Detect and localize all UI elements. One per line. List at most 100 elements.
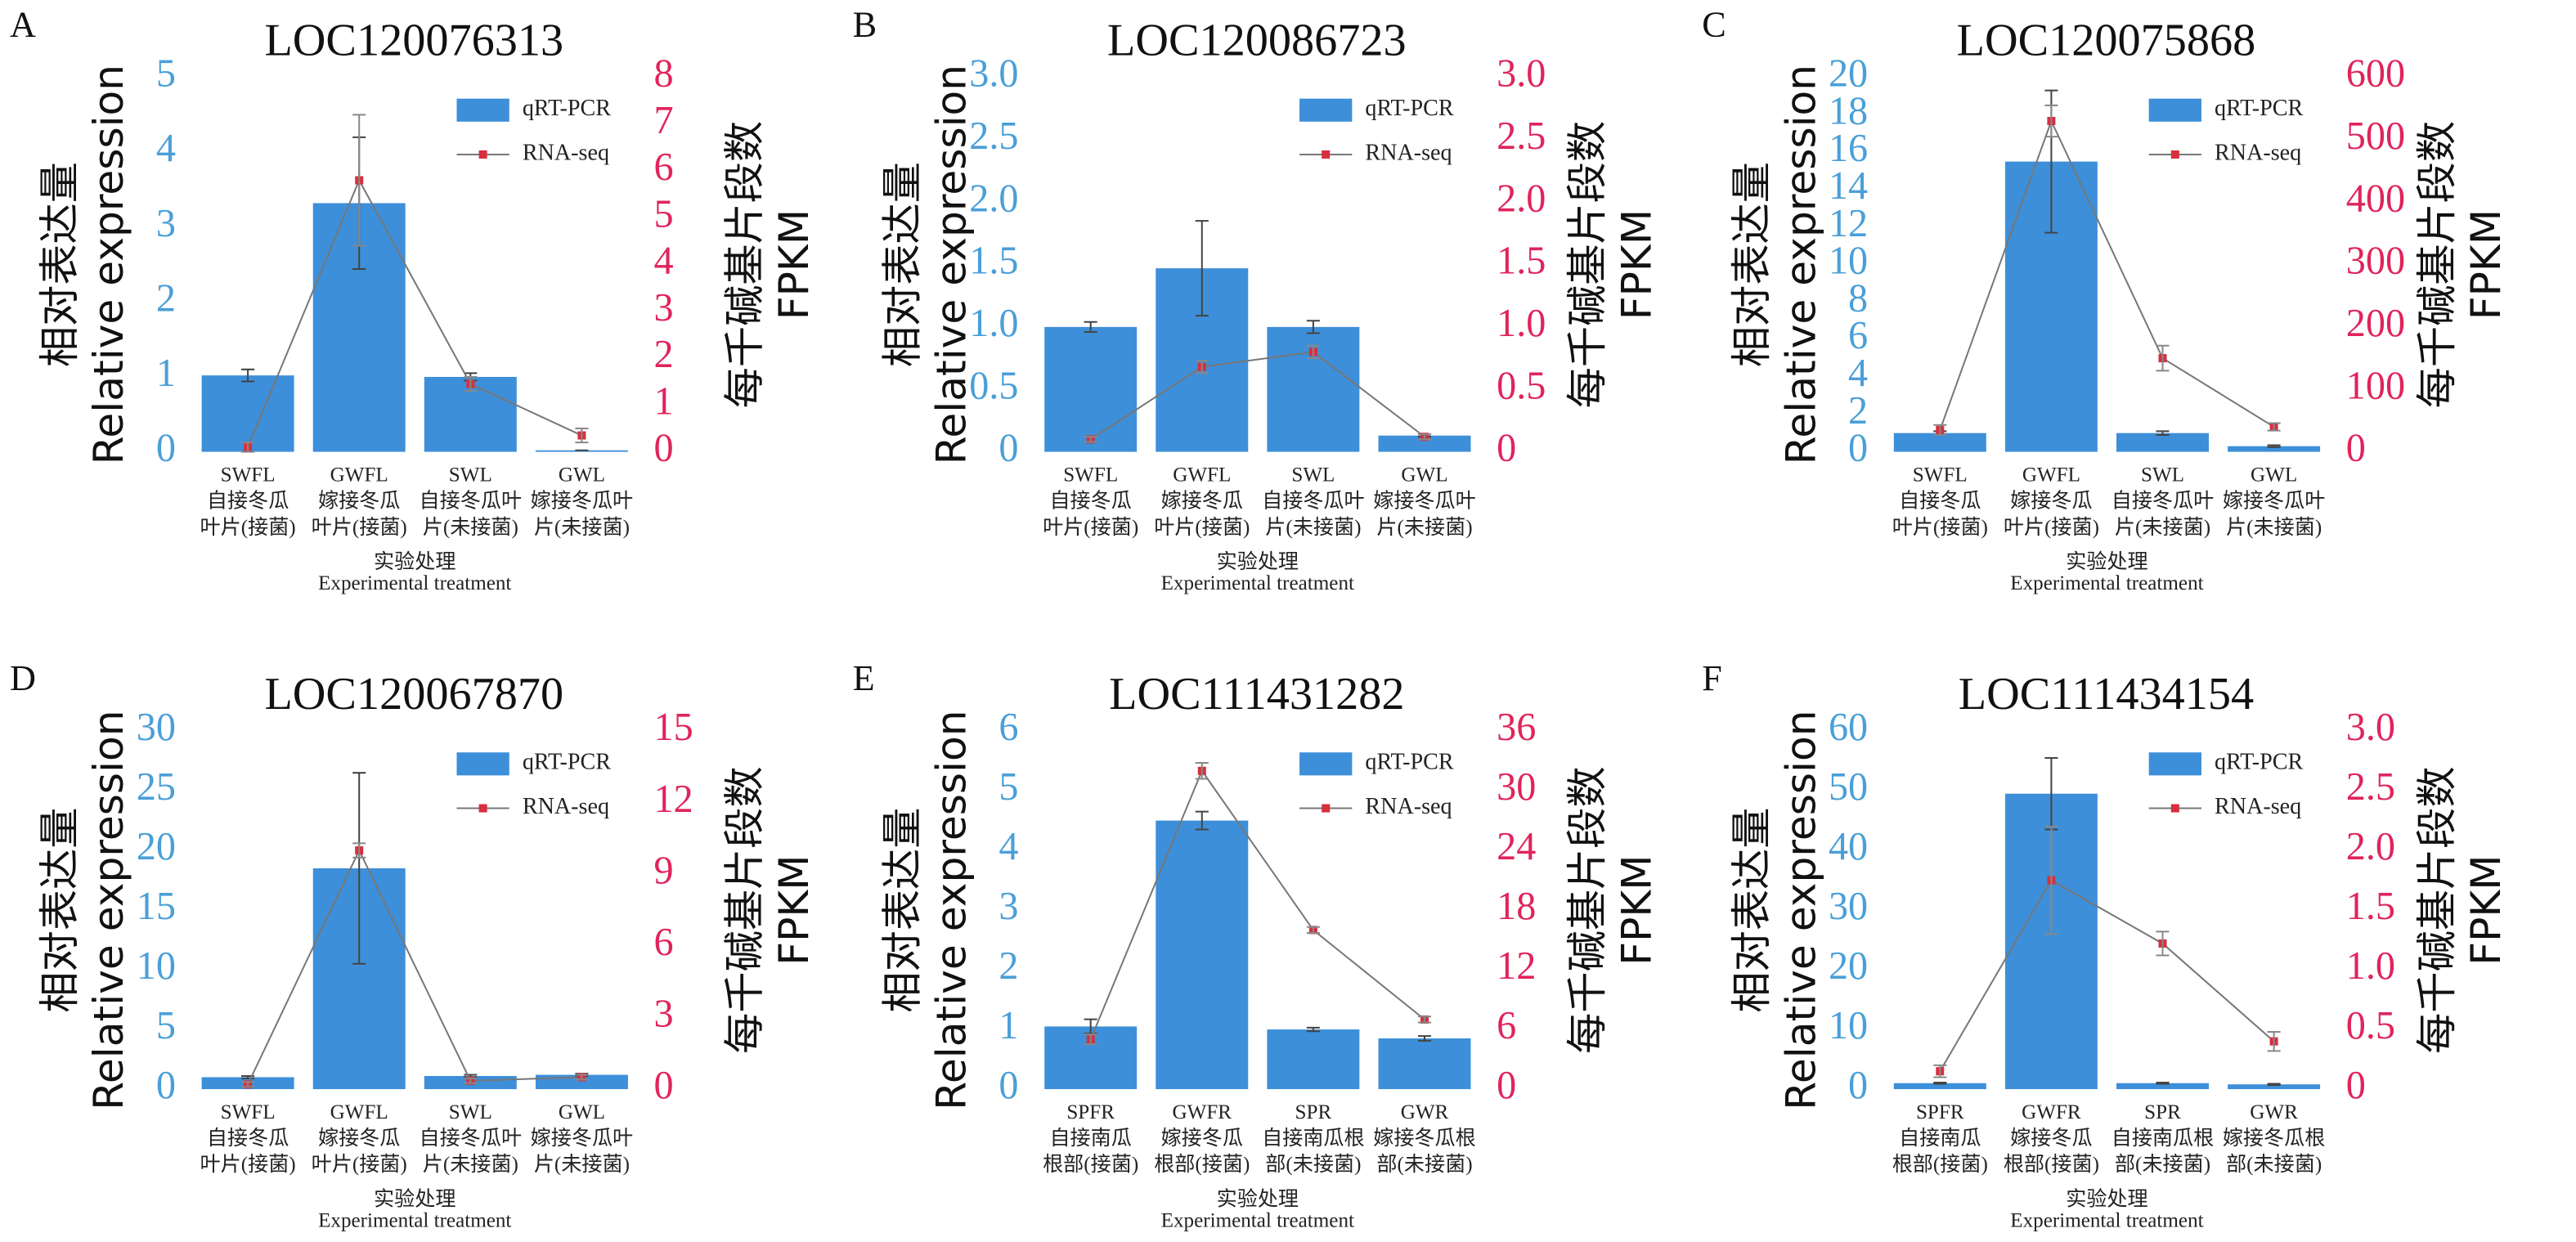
error-bar <box>464 1077 478 1084</box>
y2-tick-label: 6 <box>654 146 674 189</box>
x-tick-label: GWL <box>2251 464 2297 486</box>
x-tick-label: GWFL <box>330 464 388 486</box>
x-tick-label: 片(未接菌) <box>423 1153 518 1176</box>
x-axis-label: Experimental treatment <box>2010 1210 2203 1232</box>
legend-swatch <box>456 98 509 122</box>
error-bar <box>575 1074 589 1081</box>
x-tick-label: 嫁接冬瓜 <box>318 490 400 513</box>
y2-axis-label: 每千碱基片段数 <box>1563 121 1611 409</box>
chart-title: LOC120067870 <box>264 669 563 720</box>
x-tick-label: 自接南瓜根 <box>1262 1127 1365 1150</box>
error-bar <box>1306 320 1320 334</box>
y-tick-label: 40 <box>1829 825 1868 868</box>
legend-label: qRT-PCR <box>523 750 611 775</box>
y2-tick-label: 400 <box>2346 177 2405 220</box>
y2-tick-label: 0 <box>1497 427 1516 470</box>
legend-swatch <box>456 752 509 776</box>
y2-tick-label: 0.5 <box>1497 364 1546 407</box>
x-tick-label: 片(未接菌) <box>2115 516 2210 539</box>
y-tick-label: 20 <box>1829 944 1868 988</box>
error-bar <box>2267 444 2281 448</box>
bar <box>1156 820 1249 1090</box>
y-axis-label: Relative expression <box>1776 710 1824 1110</box>
y-tick-label: 4 <box>999 825 1018 868</box>
error-bar <box>1933 1064 1947 1078</box>
x-tick-label: 片(未接菌) <box>2226 516 2322 539</box>
y-tick-label: 10 <box>1829 1004 1868 1047</box>
x-tick-label: 根部(接菌) <box>1154 1153 1250 1176</box>
x-axis-label: 实验处理 <box>2066 1187 2147 1210</box>
legend-marker <box>2170 150 2179 159</box>
y2-tick-label: 0 <box>2346 1064 2366 1107</box>
legend-label: qRT-PCR <box>2215 750 2303 775</box>
x-tick-label: GWFR <box>2022 1101 2081 1123</box>
error-bar <box>1195 220 1209 317</box>
x-tick-label: 嫁接冬瓜 <box>2010 490 2092 513</box>
y-tick-label: 2 <box>1848 389 1868 433</box>
x-tick-label: 根部(接菌) <box>1043 1153 1138 1176</box>
y-tick-label: 2 <box>156 276 176 320</box>
bar <box>2228 1084 2321 1090</box>
legend-label: qRT-PCR <box>1365 96 1453 121</box>
y2-axis-label: FPKM <box>1612 854 1660 965</box>
x-tick-label: 叶片(接菌) <box>2004 516 2099 539</box>
y-axis-label: 相对表达量 <box>877 808 926 1013</box>
chart-title: LOC111431282 <box>1109 669 1404 720</box>
y2-tick-label: 18 <box>1497 885 1536 928</box>
legend-label: qRT-PCR <box>2215 96 2303 121</box>
y-tick-label: 1 <box>999 1004 1018 1047</box>
line <box>1939 119 2275 431</box>
y2-tick-label: 3.0 <box>2346 706 2395 749</box>
y2-axis-label: 每千碱基片段数 <box>720 766 769 1054</box>
error-bar <box>352 842 366 859</box>
y2-tick-label: 1.5 <box>2346 885 2395 928</box>
panel-label: E <box>853 658 875 698</box>
y2-axis-label: 每千碱基片段数 <box>2412 766 2461 1054</box>
y-tick-label: 60 <box>1829 706 1868 749</box>
y2-tick-label: 1 <box>654 379 674 423</box>
x-tick-label: 嫁接冬瓜叶 <box>531 1127 634 1150</box>
legend-label: RNA-seq <box>1365 794 1452 819</box>
x-tick-label: 自接冬瓜 <box>207 490 289 513</box>
legend-swatch <box>1299 98 1353 122</box>
x-tick-label: SWFL <box>221 464 276 486</box>
y-axis-label: Relative expression <box>84 710 132 1110</box>
x-tick-label: SWL <box>1291 464 1335 486</box>
legend-marker <box>478 804 487 813</box>
x-tick-label: SPFR <box>1066 1101 1115 1123</box>
error-bar <box>2267 1030 2281 1052</box>
error-bar <box>1195 810 1209 831</box>
y-tick-label: 1 <box>156 352 176 395</box>
x-axis-label: 实验处理 <box>374 550 456 573</box>
y2-tick-label: 3 <box>654 993 674 1036</box>
x-tick-label: 片(未接菌) <box>1265 516 1361 539</box>
x-axis-label: Experimental treatment <box>318 1210 511 1232</box>
x-axis-label: Experimental treatment <box>318 572 511 594</box>
error-bar <box>1417 433 1432 441</box>
line <box>247 848 582 1085</box>
y-tick-label: 0 <box>156 427 176 470</box>
error-bar <box>464 375 478 392</box>
bar <box>2228 446 2321 452</box>
x-tick-label: SWFL <box>221 1101 276 1123</box>
x-tick-label: 自接冬瓜 <box>1899 490 1981 513</box>
legend-marker <box>1322 804 1331 813</box>
x-tick-label: 部(未接菌) <box>1265 1153 1361 1176</box>
y2-tick-label: 2.0 <box>2346 825 2395 868</box>
y2-tick-label: 4 <box>654 240 674 283</box>
x-tick-label: 嫁接冬瓜 <box>2010 1127 2092 1150</box>
error-bar <box>241 368 255 383</box>
legend-label: RNA-seq <box>1365 140 1452 165</box>
x-tick-label: 自接冬瓜叶 <box>420 490 523 513</box>
y-tick-label: 15 <box>137 885 176 928</box>
x-axis-label: Experimental treatment <box>1161 572 1354 594</box>
x-tick-label: 叶片(接菌) <box>200 1153 296 1176</box>
y-tick-label: 20 <box>137 825 176 868</box>
error-bar <box>1084 1034 1097 1046</box>
x-axis-label: Experimental treatment <box>2010 572 2203 594</box>
bar <box>2116 433 2209 452</box>
x-tick-label: 部(未接菌) <box>2226 1153 2322 1176</box>
error-bar <box>1306 1026 1320 1033</box>
y-axis-label: 相对表达量 <box>1727 808 1775 1013</box>
